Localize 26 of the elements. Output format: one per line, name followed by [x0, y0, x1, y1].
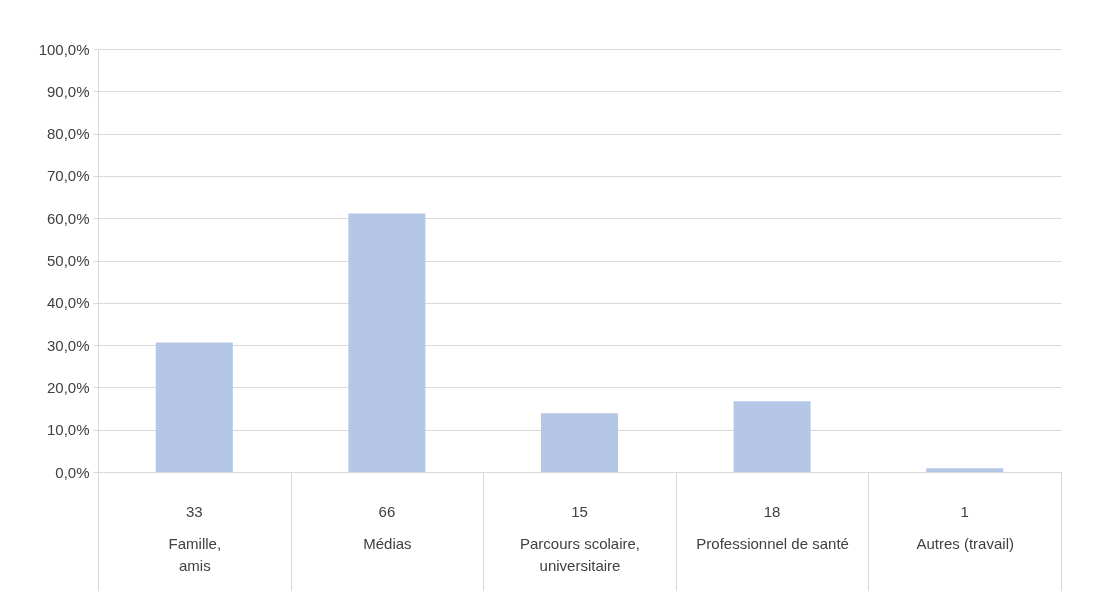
x-tick-label: Médias — [363, 534, 412, 552]
y-tick-label: 70,0% — [46, 167, 90, 185]
y-tick-label: 20,0% — [46, 378, 90, 396]
bar — [155, 342, 233, 472]
bar — [540, 413, 619, 472]
y-tick-label: 40,0% — [46, 294, 90, 312]
x-tick-label: Parcours scolaire, universitaire — [519, 534, 641, 574]
text: 66 — [378, 503, 396, 520]
y-tick-label: 10,0% — [46, 421, 90, 439]
y-tick-label: 90,0% — [46, 82, 90, 100]
text: 1 — [960, 503, 969, 520]
text: 18 — [763, 503, 781, 520]
y-tick-label: 0,0% — [55, 463, 90, 481]
text: 15 — [571, 503, 588, 520]
bar — [926, 468, 1004, 472]
bar — [348, 213, 426, 472]
y-tick-label: 100,0% — [38, 40, 90, 58]
bar — [733, 401, 811, 472]
y-tick-label: 30,0% — [46, 336, 90, 354]
text: 33 — [185, 503, 203, 520]
x-tick-label: Professionnel de santé — [696, 534, 849, 552]
x-tick-label: Famille, amis — [168, 534, 222, 574]
y-tick-label: 50,0% — [46, 252, 90, 269]
y-tick-label: 60,0% — [46, 209, 90, 227]
x-tick-label: Autres (travail) — [916, 534, 1014, 552]
y-tick-label: 80,0% — [46, 125, 90, 143]
